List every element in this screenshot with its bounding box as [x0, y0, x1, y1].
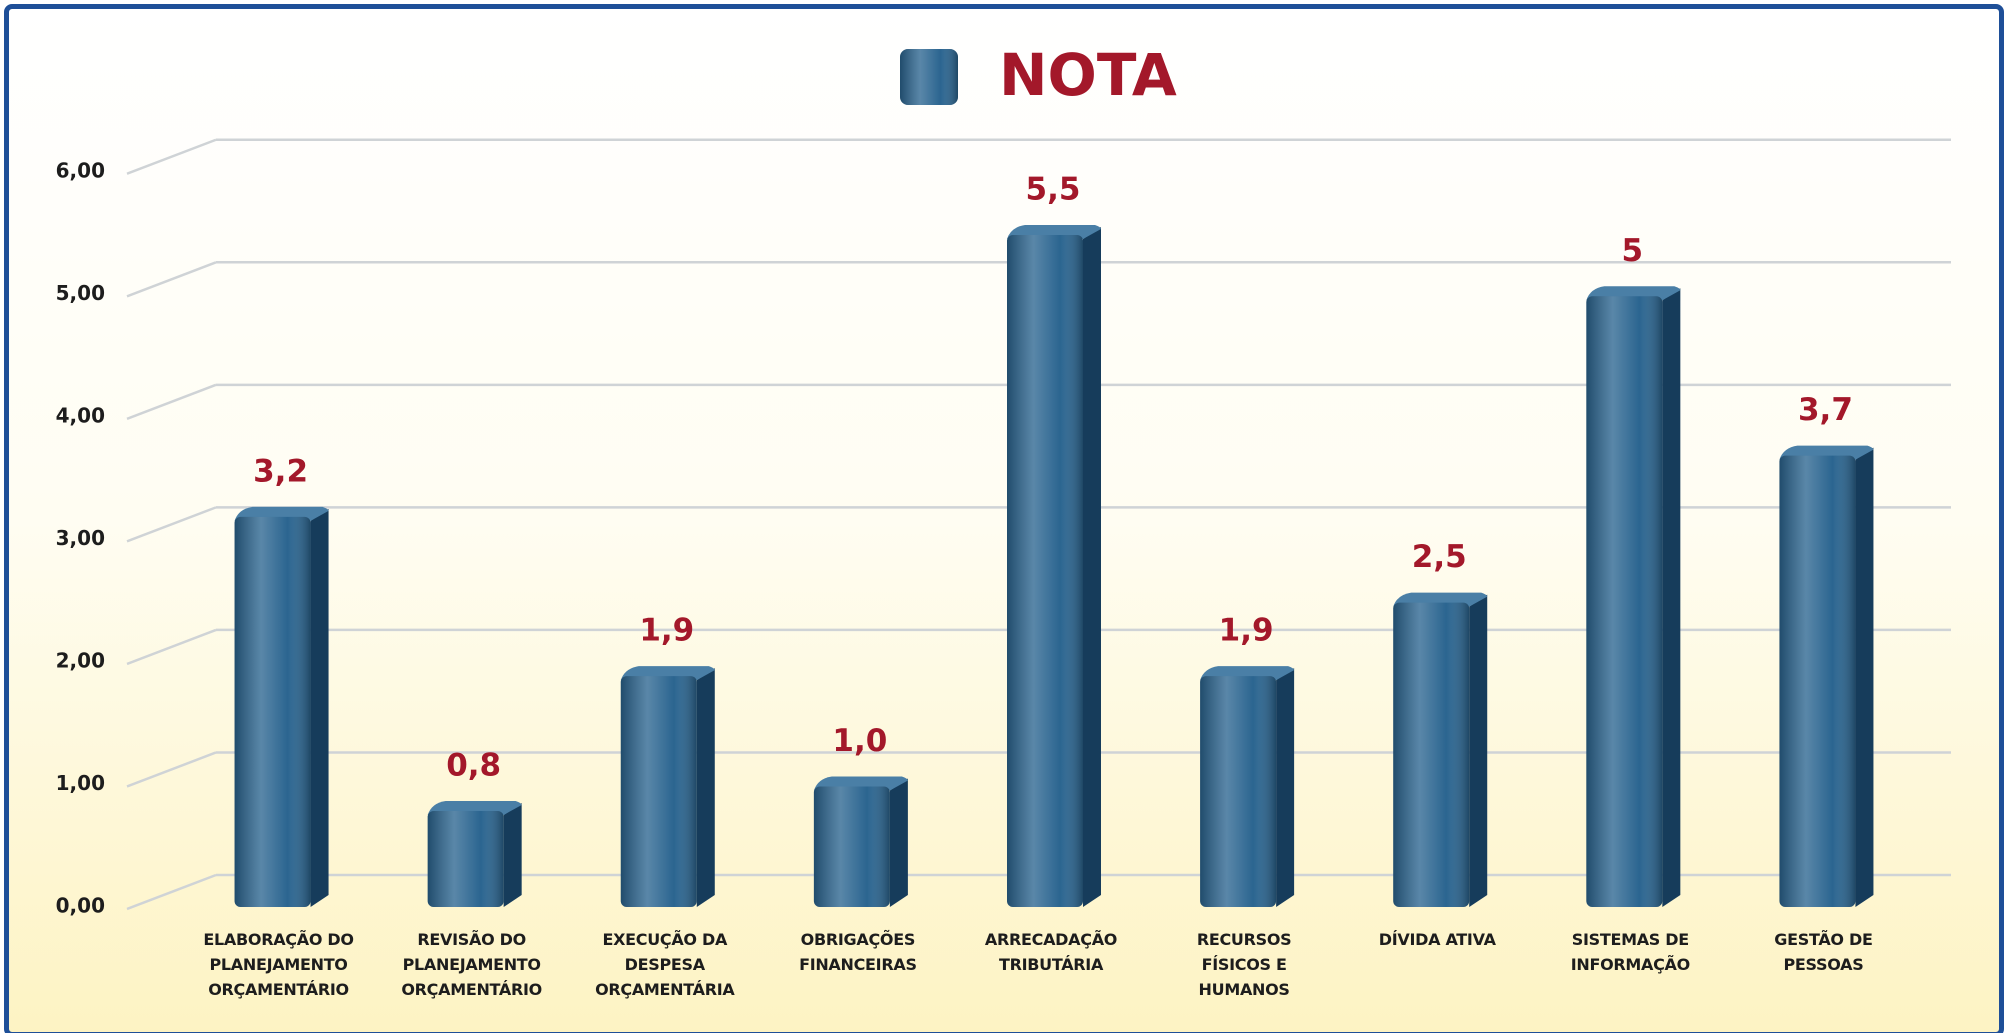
grid-line-depth — [126, 628, 217, 666]
y-tick-label: 1,00 — [56, 771, 105, 795]
bar-side — [889, 778, 908, 907]
chart: NOTA 0,00 1,00 2,00 3,00 4,00 5,00 6,00 3,2 0,8 1,… — [56, 41, 1951, 918]
bar-side — [1276, 668, 1295, 907]
grid-line-depth — [126, 751, 217, 788]
data-label: 1,0 — [832, 723, 887, 759]
y-tick-label: 6,00 — [56, 158, 105, 182]
data-label: 1,9 — [639, 613, 694, 649]
data-label: 3,7 — [1798, 392, 1853, 428]
data-label: 2,5 — [1412, 539, 1467, 575]
bar-side — [696, 668, 715, 907]
bar-shade — [1200, 676, 1277, 907]
data-label: 3,2 — [253, 453, 308, 489]
bar-shade — [1393, 602, 1470, 907]
bar-shade — [234, 516, 311, 907]
x-tick-label: OBRIGAÇÕES FINANCEIRAS — [799, 930, 917, 974]
x-tick-label: ARRECADAÇÃO TRIBUTÁRIA — [984, 930, 1118, 974]
chart-frame: NOTA 0,00 1,00 2,00 3,00 4,00 5,00 6,00 3,2 0,8 1,… — [4, 4, 2004, 1033]
x-tick-label: EXECUÇÃO DA DESPESA ORÇAMENTÁRIA — [595, 930, 735, 999]
legend-label: NOTA — [999, 41, 1177, 109]
bar-shade — [620, 676, 697, 907]
bar-side — [1855, 447, 1874, 907]
x-tick-label: DÍVIDA ATIVA — [1378, 930, 1496, 949]
bar-shade — [1779, 455, 1856, 907]
bar-side — [503, 802, 522, 907]
grid-line-depth — [126, 506, 217, 543]
bar-shade — [427, 810, 504, 907]
x-tick-label: REVISÃO DO PLANEJAMENTO ORÇAMENTÁRIO — [401, 930, 542, 999]
y-tick-label: 0,00 — [56, 894, 105, 918]
data-label: 5,5 — [1026, 172, 1081, 208]
x-tick-label: ELABORAÇÃO DO PLANEJAMENTO ORÇAMENTÁRIO — [203, 930, 354, 999]
grid-line-depth — [126, 383, 217, 421]
y-tick-label: 5,00 — [56, 281, 105, 305]
data-label: 5 — [1622, 233, 1644, 269]
grid-line-depth — [126, 873, 217, 911]
legend-swatch-shade — [900, 49, 958, 105]
grid-line-depth — [126, 138, 217, 175]
bar-side — [1469, 594, 1488, 907]
y-tick-label: 3,00 — [56, 526, 105, 550]
data-label: 0,8 — [446, 747, 501, 783]
x-tick-label: GESTÃO DE PESSOAS — [1774, 930, 1873, 974]
bar-shade — [1007, 235, 1083, 908]
bar-shade — [1586, 296, 1663, 907]
bar-side — [310, 508, 329, 907]
y-tick-label: 2,00 — [56, 648, 105, 672]
bar-side — [1662, 288, 1681, 907]
x-tick-label: RECURSOS FÍSICOS E HUMANOS — [1196, 930, 1292, 999]
x-tick-label: SISTEMAS DE INFORMAÇÃO — [1570, 930, 1691, 974]
bar-shade — [813, 786, 890, 907]
data-label: 1,9 — [1219, 613, 1274, 649]
y-tick-label: 4,00 — [56, 403, 105, 427]
bar-side — [1083, 227, 1101, 908]
grid-line-depth — [126, 261, 217, 298]
